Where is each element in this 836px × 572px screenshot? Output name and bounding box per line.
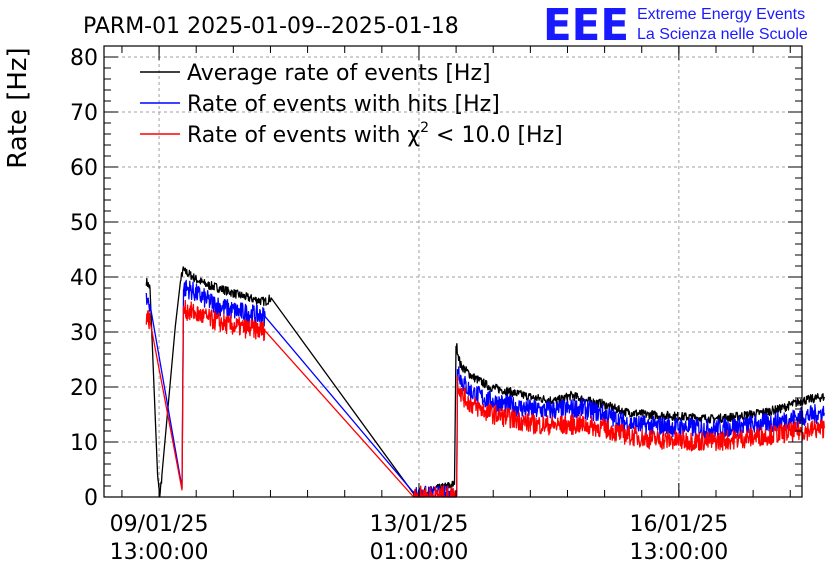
- x-tick-label-date: 13/01/25: [370, 512, 469, 537]
- eee-logo-line1: Extreme Energy Events: [637, 6, 805, 23]
- y-tick-label: 60: [70, 156, 98, 181]
- y-tick-labels: 0 10 20 30 40 50 60 70 80: [70, 46, 98, 511]
- y-axis-label: Rate [Hz]: [3, 47, 33, 168]
- y-tick-label: 70: [70, 101, 98, 126]
- eee-logo: EEE Extreme Energy Events La Scienza nel…: [543, 0, 808, 51]
- series-line-chi2: [145, 299, 825, 498]
- axis-ticks: [104, 45, 802, 498]
- y-tick-label: 10: [70, 431, 98, 456]
- x-tick-labels: 09/01/25 13:00:00 13/01/25 01:00:00 16/01/25…: [110, 512, 729, 565]
- series-line-average: [145, 266, 825, 498]
- series-group: [145, 266, 825, 498]
- legend-label-hits: Rate of events with hits [Hz]: [187, 92, 500, 117]
- grid: [104, 46, 802, 497]
- legend: Average rate of events [Hz] Rate of even…: [140, 61, 563, 148]
- x-tick-label-time: 13:00:00: [110, 540, 209, 565]
- y-tick-label: 30: [70, 321, 98, 346]
- y-tick-label: 40: [70, 266, 98, 291]
- plot-frame: [103, 45, 803, 498]
- series-line-hits: [145, 279, 825, 498]
- x-tick-label-time: 01:00:00: [370, 540, 469, 565]
- x-tick-label-date: 09/01/25: [110, 512, 209, 537]
- eee-logo-mark: EEE: [543, 0, 629, 51]
- x-tick-label-time: 13:00:00: [629, 540, 728, 565]
- y-tick-label: 80: [70, 46, 98, 71]
- x-tick-label-date: 16/01/25: [629, 512, 728, 537]
- y-tick-label: 20: [70, 376, 98, 401]
- legend-label-average: Average rate of events [Hz]: [187, 61, 491, 86]
- chart-title: PARM-01 2025-01-09--2025-01-18: [83, 14, 459, 39]
- legend-label-chi2: Rate of events with χ2 < 10.0 [Hz]: [187, 120, 563, 148]
- eee-logo-line2: La Scienza nelle Scuole: [637, 26, 808, 43]
- y-tick-label: 0: [84, 486, 98, 511]
- y-tick-label: 50: [70, 211, 98, 236]
